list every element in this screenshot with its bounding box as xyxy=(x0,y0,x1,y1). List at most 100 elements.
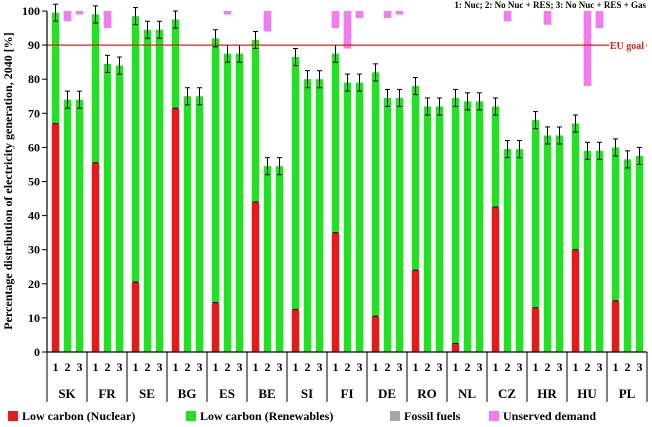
bar-renewables-de-1 xyxy=(371,72,380,317)
bar-nuclear-se-1 xyxy=(131,282,140,352)
country-label-hr: HR xyxy=(537,386,557,401)
bar-renewables-fi-1 xyxy=(331,53,340,233)
bar-renewables-pl-1 xyxy=(611,147,620,301)
bar-renewables-nl-3 xyxy=(475,101,484,353)
scenario-label: 2 xyxy=(225,360,231,374)
country-label-es: ES xyxy=(219,386,235,401)
country-label-fr: FR xyxy=(98,386,116,401)
legend-swatch-2 xyxy=(390,411,400,421)
bar-renewables-ro-2 xyxy=(423,106,432,352)
bar-renewables-fi-3 xyxy=(355,82,364,353)
y-tick-label: 50 xyxy=(28,175,40,189)
country-label-se: SE xyxy=(139,386,155,401)
scenario-label: 1 xyxy=(333,360,339,374)
bar-nuclear-hu-1 xyxy=(571,249,580,352)
bar-nuclear-fi-1 xyxy=(331,232,340,352)
bar-unserved-hr-2 xyxy=(543,11,552,25)
bar-nuclear-be-1 xyxy=(251,201,260,352)
bar-renewables-sk-3 xyxy=(75,99,84,352)
legend-swatch-0 xyxy=(8,411,18,421)
scenario-label: 3 xyxy=(277,360,283,374)
scenario-label: 1 xyxy=(613,360,619,374)
bar-unserved-sk-2 xyxy=(63,11,72,22)
bar-renewables-es-2 xyxy=(223,53,232,352)
scenario-label: 3 xyxy=(597,360,603,374)
legend-swatch-1 xyxy=(186,411,196,421)
scenario-label: 1 xyxy=(493,360,499,374)
bar-renewables-es-3 xyxy=(235,53,244,352)
bar-renewables-cz-1 xyxy=(491,106,500,208)
bar-renewables-hu-3 xyxy=(595,150,604,352)
scenario-label: 1 xyxy=(93,360,99,374)
bar-nuclear-es-1 xyxy=(211,302,220,352)
bar-renewables-be-1 xyxy=(251,39,260,202)
scenario-label: 2 xyxy=(465,360,471,374)
bar-unserved-fi-3 xyxy=(355,11,364,18)
country-label-fi: FI xyxy=(341,386,354,401)
bar-unserved-hu-2 xyxy=(583,11,592,87)
bar-nuclear-bg-1 xyxy=(171,108,180,352)
eu-goal-label-bg xyxy=(609,37,646,52)
bar-renewables-nl-1 xyxy=(451,97,460,344)
scenario-label: 2 xyxy=(505,360,511,374)
bar-renewables-cz-2 xyxy=(503,149,512,352)
country-label-bg: BG xyxy=(178,386,197,401)
bar-renewables-fi-2 xyxy=(343,82,352,353)
bar-unserved-fi-2 xyxy=(343,11,352,49)
scenario-label: 3 xyxy=(197,360,203,374)
scenario-label: 1 xyxy=(173,360,179,374)
country-label-hu: HU xyxy=(577,386,597,401)
bar-nuclear-hr-1 xyxy=(531,307,540,352)
bar-renewables-sk-1 xyxy=(51,12,60,124)
scenario-label: 3 xyxy=(357,360,363,374)
scenario-label: 2 xyxy=(425,360,431,374)
bar-unserved-be-2 xyxy=(263,11,272,32)
legend-label-2: Fossil fuels xyxy=(404,409,461,423)
bar-unserved-hu-3 xyxy=(595,11,604,29)
legend: Low carbon (Nuclear) Low carbon (Renewabl… xyxy=(8,409,596,423)
bar-renewables-be-2 xyxy=(263,166,272,352)
legend-label-0: Low carbon (Nuclear) xyxy=(22,409,135,423)
y-tick-label: 80 xyxy=(28,72,40,86)
bar-renewables-fr-2 xyxy=(103,63,112,352)
y-tick-label: 60 xyxy=(28,140,40,154)
bar-renewables-fr-3 xyxy=(115,65,124,352)
scenario-label: 1 xyxy=(453,360,459,374)
scenario-label: 3 xyxy=(77,360,83,374)
bar-unserved-es-2 xyxy=(223,11,232,15)
country-label-be: BE xyxy=(258,386,275,401)
bar-renewables-fr-1 xyxy=(91,14,100,163)
y-axis-label: Percentage distribution of electricity g… xyxy=(1,32,15,329)
bar-nuclear-ro-1 xyxy=(411,270,420,352)
scenario-label: 1 xyxy=(373,360,379,374)
scenario-label: 1 xyxy=(213,360,219,374)
legend-swatch-3 xyxy=(489,411,499,421)
bar-renewables-pl-2 xyxy=(623,159,632,352)
bar-renewables-es-1 xyxy=(211,38,220,303)
country-label-cz: CZ xyxy=(498,386,516,401)
bar-renewables-bg-3 xyxy=(195,96,204,352)
scenario-label: 1 xyxy=(53,360,59,374)
scenario-label: 2 xyxy=(105,360,111,374)
bar-renewables-nl-2 xyxy=(463,101,472,353)
scenario-label: 1 xyxy=(293,360,299,374)
scenario-label: 3 xyxy=(637,360,643,374)
scenario-label: 2 xyxy=(625,360,631,374)
scenario-label: 1 xyxy=(413,360,419,374)
bar-unserved-de-2 xyxy=(383,11,392,18)
bar-unserved-sk-3 xyxy=(75,11,84,15)
country-label-sk: SK xyxy=(58,386,76,401)
scenario-label: 1 xyxy=(533,360,539,374)
country-label-pl: PL xyxy=(619,386,636,401)
scenario-label: 2 xyxy=(305,360,311,374)
scenario-label: 3 xyxy=(477,360,483,374)
bar-renewables-si-1 xyxy=(291,57,300,310)
bar-nuclear-sk-1 xyxy=(51,123,60,352)
bar-renewables-hu-1 xyxy=(571,123,580,250)
bar-renewables-se-1 xyxy=(131,16,140,283)
bar-unserved-fi-1 xyxy=(331,11,340,29)
scenario-label: 2 xyxy=(585,360,591,374)
scenario-label: 3 xyxy=(397,360,403,374)
